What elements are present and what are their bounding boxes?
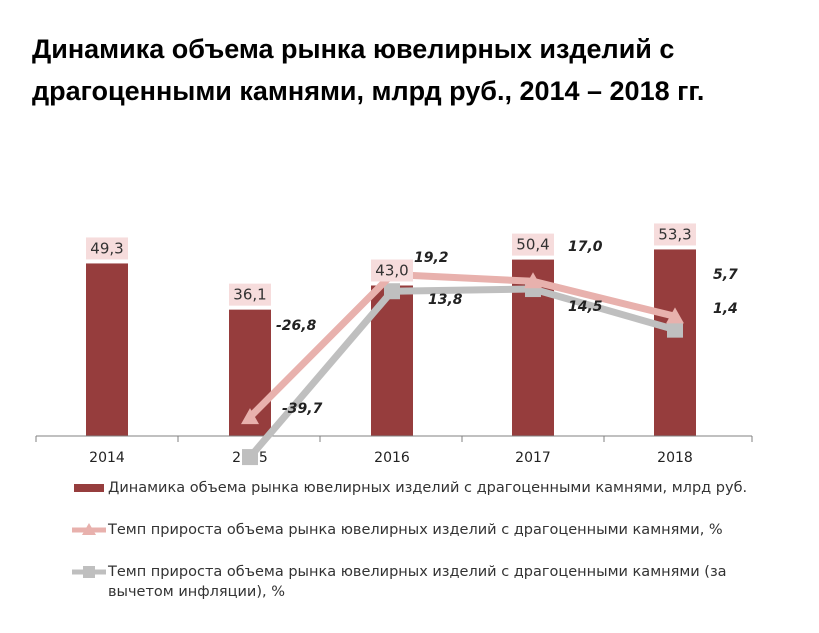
bar-2014 (86, 263, 128, 436)
growth-point (666, 307, 684, 324)
bar-label-box (86, 237, 128, 260)
legend-swatch-bar (74, 484, 104, 492)
real-growth-value-label: 1,4 (713, 301, 738, 317)
growth-value-label: 5,7 (713, 267, 738, 283)
real-growth-point (384, 283, 400, 300)
legend-label-growth: Темп прироста объема рынка ювелирных изд… (108, 522, 723, 538)
bar-2018 (654, 249, 696, 436)
x-tick-label: 2014 (89, 450, 125, 466)
bar-label-box (654, 223, 696, 246)
legend-swatch-triangle (72, 523, 106, 535)
data-labels: 49,3 36,1 43,0 50,4 53,3 -26,8 19,2 17,0 5,7 -39,… (86, 223, 738, 417)
real-growth-point (667, 321, 683, 338)
bar-value-label: 43,0 (375, 262, 408, 280)
chart-title: Динамика объема рынка ювелирных изделий … (32, 34, 705, 106)
growth-line (246, 270, 679, 421)
x-tick-label: 2018 (657, 450, 693, 466)
bar-label-box (229, 283, 271, 306)
growth-value-label: -26,8 (276, 318, 317, 334)
x-tick-label: 2016 (374, 450, 410, 466)
real-growth-value-label: 14,5 (568, 299, 603, 315)
x-tick-label: 2017 (515, 450, 551, 466)
growth-point (524, 272, 542, 289)
growth-point (241, 408, 259, 425)
legend-swatch-square (72, 566, 106, 578)
real-growth-value-label: 13,8 (428, 292, 463, 308)
real-growth-point (242, 449, 258, 466)
legend-label-real-growth: Темп прироста объема рынка ювелирных изд… (108, 564, 727, 600)
growth-value-label: 17,0 (568, 239, 603, 255)
real-growth-line (246, 285, 679, 461)
growth-value-label: 19,2 (414, 250, 449, 266)
legend-label-volume: Динамика объема рынка ювелирных изделий … (108, 480, 748, 496)
bar-value-label: 53,3 (658, 225, 691, 243)
x-axis-ticks: 20142015201620172018 (35, 436, 753, 466)
bar-value-label: 36,1 (233, 286, 266, 304)
bar-label-box (371, 259, 413, 282)
bar-value-label: 49,3 (90, 239, 123, 257)
bar-layer (86, 249, 696, 436)
bar-label-box (512, 233, 554, 256)
real-growth-value-label: -39,7 (282, 401, 323, 417)
bar-value-label: 50,4 (516, 236, 549, 254)
